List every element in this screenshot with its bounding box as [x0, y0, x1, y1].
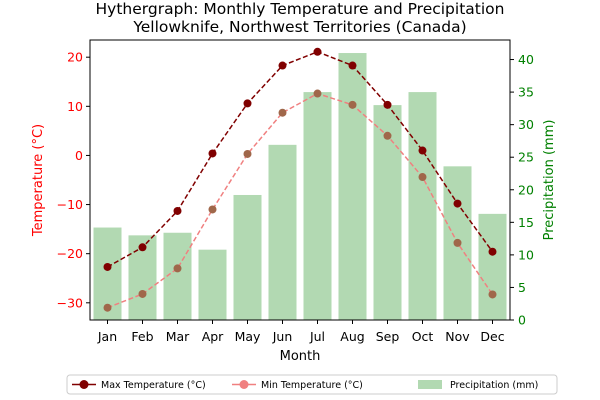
right-tick-label-30: 30 — [518, 117, 534, 132]
left-tick-label-10: 10 — [67, 99, 83, 114]
precipitation-bars — [93, 53, 507, 321]
legend-min-marker — [239, 380, 249, 389]
precipitation-bar-jul — [303, 92, 332, 321]
right-tick-label-10: 10 — [518, 247, 534, 262]
legend-max-label: Max Temperature (°C) — [101, 380, 206, 391]
x-tick-label-dec: Dec — [480, 329, 504, 344]
precipitation-bar-aug — [338, 53, 367, 320]
chart-title: Hythergraph: Monthly Temperature and Pre… — [96, 0, 505, 18]
max-temp-point-nov — [453, 199, 462, 208]
legend-precip-swatch — [418, 380, 442, 389]
x-tick-label-nov: Nov — [445, 329, 470, 344]
legend-frame — [66, 374, 558, 395]
axes: −30 −20 −10 0 10 20 0 5 10 15 20 25 30 35 40 Jan Feb Mar A… — [57, 39, 534, 344]
min-temp-point-oct — [418, 173, 427, 182]
min-temp-line — [107, 92, 494, 309]
precipitation-bar-may — [233, 194, 262, 320]
x-tick-label-sep: Sep — [376, 329, 400, 344]
x-tick-label-may: May — [235, 329, 261, 344]
x-tick-label-oct: Oct — [412, 329, 434, 344]
min-temp-point-jan — [103, 303, 112, 312]
right-tick-label-15: 15 — [518, 215, 534, 230]
chart-subtitle: Yellowknife, Northwest Territories (Cana… — [132, 18, 466, 36]
right-y-axis-label: Precipitation (mm) — [542, 120, 557, 241]
min-temp-point-sep — [383, 131, 392, 140]
min-temp-point-aug — [348, 100, 357, 109]
temperature-lines — [103, 47, 497, 312]
legend-min-label: Min Temperature (°C) — [261, 380, 363, 391]
max-temp-point-aug — [348, 61, 357, 70]
max-temp-point-feb — [138, 243, 147, 252]
legend-precip-label: Precipitation (mm) — [450, 380, 538, 391]
max-temp-point-jun — [278, 61, 287, 70]
right-tick-label-40: 40 — [518, 52, 534, 67]
precipitation-bar-apr — [198, 249, 227, 320]
right-tick-label-25: 25 — [518, 150, 534, 165]
min-temp-point-apr — [208, 205, 217, 214]
x-tick-label-aug: Aug — [340, 329, 364, 344]
x-tick-label-apr: Apr — [202, 329, 224, 344]
precipitation-bar-mar — [163, 232, 192, 320]
min-temp-point-jun — [278, 108, 287, 117]
max-temp-point-jul — [313, 47, 322, 56]
left-y-axis-label: Temperature (°C) — [31, 124, 46, 237]
max-temp-line — [107, 50, 494, 268]
legend-max-marker — [79, 380, 89, 389]
left-tick-label--10: −10 — [57, 197, 83, 212]
x-tick-label-jun: Jun — [272, 329, 293, 344]
precipitation-bar-jun — [268, 144, 297, 320]
min-temp-point-may — [243, 149, 252, 158]
x-tick-label-jan: Jan — [97, 329, 117, 344]
min-temp-point-jul — [313, 89, 322, 98]
min-temp-point-feb — [138, 289, 147, 298]
precipitation-bar-sep — [373, 105, 402, 321]
left-tick-label-0: 0 — [75, 148, 83, 163]
right-tick-label-0: 0 — [518, 313, 526, 328]
min-temp-point-dec — [488, 290, 497, 299]
max-temp-point-may — [243, 99, 252, 108]
min-temp-point-mar — [173, 264, 182, 273]
x-axis-label: Month — [280, 349, 321, 364]
max-temp-point-dec — [488, 247, 497, 256]
min-temp-point-nov — [453, 238, 462, 247]
x-tick-label-feb: Feb — [131, 329, 153, 344]
right-tick-label-20: 20 — [518, 182, 534, 197]
left-tick-label-20: 20 — [67, 50, 83, 65]
precipitation-bar-dec — [478, 213, 507, 320]
right-tick-label-35: 35 — [518, 85, 534, 100]
max-temp-point-apr — [208, 149, 217, 158]
precipitation-bar-oct — [408, 92, 437, 321]
x-tick-label-mar: Mar — [166, 329, 190, 344]
plot-frame — [89, 39, 511, 321]
left-tick-label--30: −30 — [57, 295, 83, 310]
max-temp-point-sep — [383, 100, 392, 109]
legend: Max Temperature (°C) Min Temperature (°C… — [66, 374, 558, 395]
x-tick-label-jul: Jul — [309, 329, 325, 344]
max-temp-point-jan — [103, 262, 112, 271]
max-temp-point-oct — [418, 146, 427, 155]
max-temp-point-mar — [173, 206, 182, 215]
left-tick-label--20: −20 — [57, 246, 83, 261]
right-tick-label-5: 5 — [518, 280, 526, 295]
